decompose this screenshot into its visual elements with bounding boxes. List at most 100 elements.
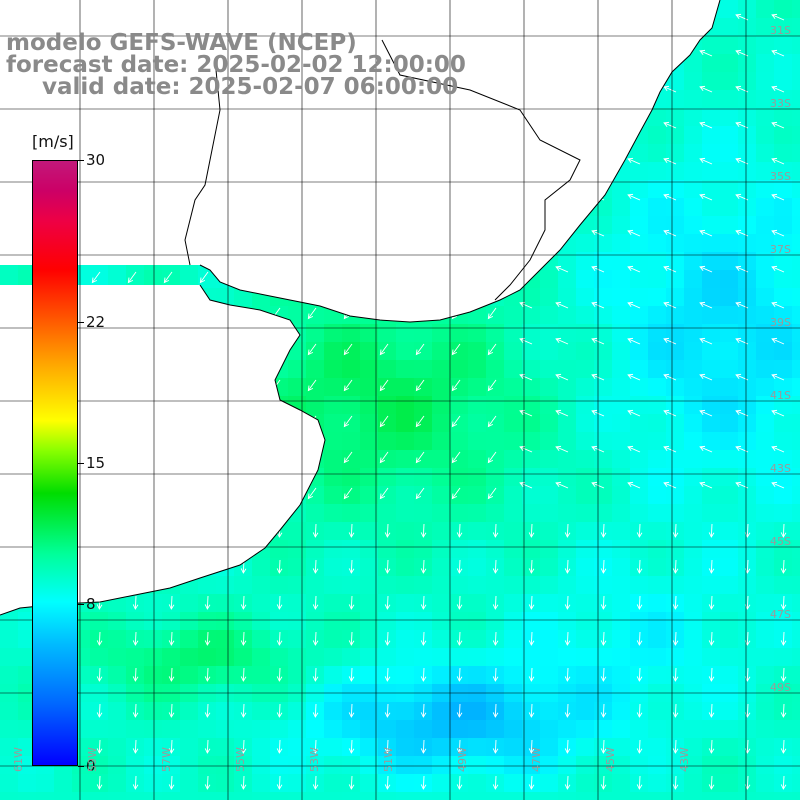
field-cell	[648, 342, 667, 361]
wind-arrow	[672, 559, 679, 574]
field-cell	[432, 576, 451, 595]
field-cell	[702, 504, 721, 523]
field-cell	[324, 720, 343, 739]
field-cell	[540, 774, 559, 793]
field-cell	[234, 756, 253, 775]
field-cell	[450, 756, 469, 775]
wind-arrow	[699, 229, 713, 237]
field-cell	[738, 126, 757, 145]
field-cell	[576, 396, 595, 415]
field-cell	[594, 612, 613, 631]
field-cell	[792, 360, 800, 379]
wind-arrow	[780, 631, 787, 646]
field-cell	[666, 450, 685, 469]
field-cell	[540, 414, 559, 433]
wind-arrow	[699, 445, 713, 453]
wind-arrow	[312, 775, 319, 790]
wind-arrow	[451, 343, 461, 356]
field-cell	[324, 360, 343, 379]
field-cell	[360, 342, 379, 361]
field-cell	[666, 720, 685, 739]
wind-arrow	[307, 379, 317, 392]
field-cell	[648, 216, 667, 235]
field-cell	[18, 792, 37, 800]
field-cell	[504, 648, 523, 667]
field-cell	[252, 702, 271, 721]
field-cell	[432, 414, 451, 433]
latitude-label: 49S	[770, 681, 791, 694]
wind-arrow	[492, 739, 499, 754]
field-cell	[792, 198, 800, 217]
field-cell	[684, 594, 703, 613]
field-cell	[648, 378, 667, 397]
wind-arrow	[456, 523, 463, 538]
field-cell	[450, 468, 469, 487]
field-cell	[324, 666, 343, 685]
field-cell	[684, 216, 703, 235]
wind-arrow	[415, 379, 425, 392]
field-cell	[612, 360, 631, 379]
field-cell	[432, 630, 451, 649]
field-cell	[378, 378, 397, 397]
field-cell	[486, 612, 505, 631]
field-cell	[612, 432, 631, 451]
field-cell	[720, 0, 739, 19]
field-cell	[486, 324, 505, 343]
field-cell	[144, 648, 163, 667]
field-cell	[720, 702, 739, 721]
longitude-label: 51W	[382, 747, 395, 772]
wind-arrow	[771, 85, 785, 93]
field-cell	[792, 54, 800, 73]
latitude-label: 45S	[770, 535, 791, 548]
field-cell	[468, 648, 487, 667]
field-cell	[630, 450, 649, 469]
field-cell	[396, 378, 415, 397]
field-cell	[216, 594, 235, 613]
field-cell	[468, 396, 487, 415]
field-cell	[342, 540, 361, 559]
field-cell	[756, 522, 775, 541]
wind-arrow	[348, 523, 355, 538]
colorbar-tick-mark	[78, 321, 84, 323]
field-cell	[288, 522, 307, 541]
field-cell	[702, 90, 721, 109]
field-cell	[702, 306, 721, 325]
field-cell	[450, 432, 469, 451]
field-cell	[396, 666, 415, 685]
field-cell	[756, 468, 775, 487]
field-cell	[324, 396, 343, 415]
wind-arrow	[771, 337, 785, 345]
field-cell	[540, 612, 559, 631]
field-cell	[684, 360, 703, 379]
field-cell	[576, 612, 595, 631]
field-cell	[648, 666, 667, 685]
field-cell	[576, 522, 595, 541]
wind-arrow	[276, 595, 283, 610]
wind-arrow	[312, 595, 319, 610]
field-cell	[306, 306, 325, 325]
field-cell	[774, 468, 793, 487]
field-cell	[648, 396, 667, 415]
wind-arrow	[456, 703, 463, 718]
wind-arrow	[276, 559, 283, 574]
field-cell	[504, 540, 523, 559]
field-cell	[720, 72, 739, 91]
field-cell	[738, 504, 757, 523]
field-cell	[792, 0, 800, 19]
field-cell	[144, 756, 163, 775]
field-cell	[684, 234, 703, 253]
field-cell	[468, 774, 487, 793]
field-cell	[738, 288, 757, 307]
field-cell	[126, 612, 145, 631]
field-cell	[504, 396, 523, 415]
wind-arrow	[240, 595, 247, 610]
wind-arrow	[555, 409, 569, 417]
wind-arrow	[276, 703, 283, 718]
field-cell	[108, 648, 127, 667]
wind-arrow	[780, 523, 787, 538]
field-cell	[666, 288, 685, 307]
wind-arrow	[487, 487, 497, 500]
field-cell	[414, 612, 433, 631]
field-cell	[684, 162, 703, 181]
field-cell	[720, 738, 739, 757]
